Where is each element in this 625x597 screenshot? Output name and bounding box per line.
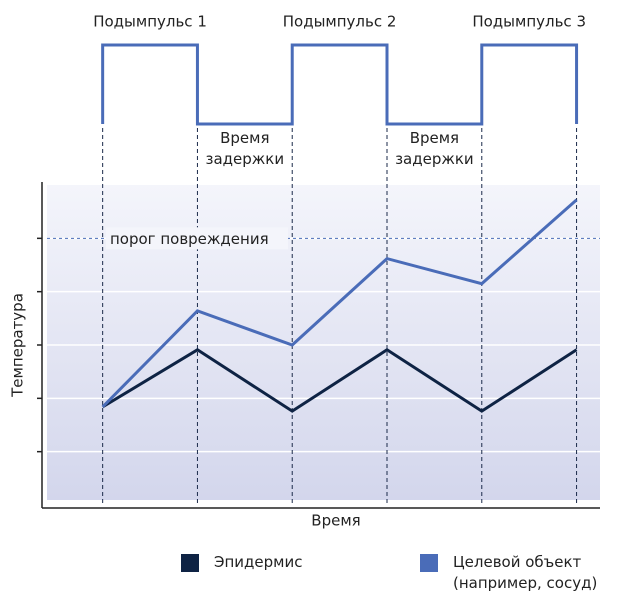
y-axis-label: Температура — [9, 293, 27, 398]
pulse-label: Подымпульс 3 — [472, 13, 586, 31]
pulse-waveform — [101, 43, 579, 126]
series-line — [101, 348, 578, 413]
delay-label: Время задержки — [395, 129, 474, 168]
legend-swatch — [420, 554, 438, 572]
pulse-label: Подымпульс 2 — [283, 13, 397, 31]
legend-swatch — [181, 554, 199, 572]
series-line — [101, 198, 578, 408]
threshold-label-bg — [106, 227, 288, 250]
threshold-label: порог повреждения — [110, 230, 269, 248]
pulse-label: Подымпульс 1 — [93, 13, 207, 31]
x-axis-label: Время — [311, 512, 360, 530]
delay-label: Время задержки — [205, 129, 285, 168]
legend-label: Целевой объект (например, сосуд) — [453, 553, 598, 592]
legend-label: Эпидермис — [214, 553, 303, 571]
